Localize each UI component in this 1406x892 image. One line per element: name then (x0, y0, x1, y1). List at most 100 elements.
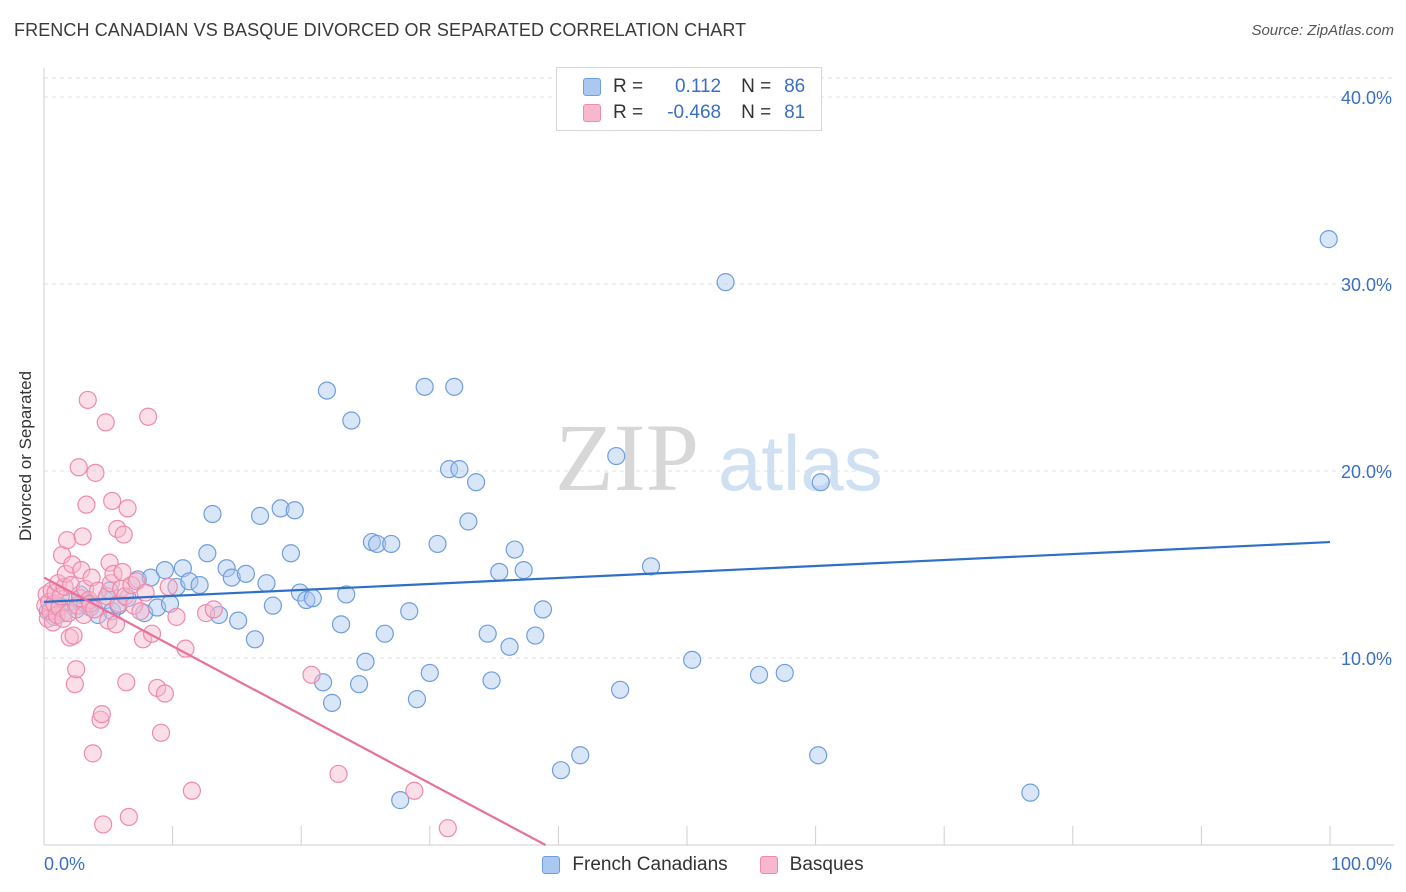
data-point (204, 600, 223, 619)
stats-legend: R = 0.112 N = 86 R = -0.468 N = 81 (556, 67, 822, 131)
data-point (229, 611, 248, 630)
source-label: Source: ZipAtlas.com (1251, 22, 1394, 39)
data-point (1319, 230, 1338, 249)
data-point (349, 675, 369, 694)
data-point (407, 690, 427, 709)
y-axis-label: Divorced or Separated (16, 370, 35, 542)
data-point (250, 506, 270, 525)
trend-line-basque (43, 576, 547, 846)
data-point (63, 555, 82, 574)
y-tick-label: 40.0% (1341, 88, 1392, 108)
legend-n-value: 81 (784, 102, 806, 123)
data-point (482, 671, 501, 690)
legend-n-label: N = (741, 76, 772, 97)
data-point (56, 564, 75, 583)
data-point (1021, 783, 1040, 802)
x-tick-label-start: 0.0% (44, 854, 85, 874)
data-point (263, 596, 283, 615)
data-point (749, 665, 769, 684)
y-tick-label: 20.0% (1341, 462, 1392, 482)
chart-title: FRENCH CANADIAN VS BASQUE DIVORCED OR SE… (14, 20, 747, 40)
data-point (180, 572, 199, 591)
data-point (117, 673, 136, 692)
legend-r-label: R = (613, 76, 644, 97)
data-point (167, 607, 186, 626)
data-point (118, 499, 137, 518)
data-point (173, 559, 192, 578)
data-point (203, 504, 222, 524)
data-point (155, 561, 174, 580)
data-point (439, 460, 459, 479)
data-point (104, 564, 123, 583)
data-point (139, 407, 158, 426)
data-point (405, 781, 424, 800)
data-point (285, 501, 304, 520)
data-point (198, 544, 217, 563)
data-point (571, 746, 590, 765)
data-point (222, 568, 241, 587)
data-point (716, 273, 735, 292)
data-point (217, 559, 236, 578)
y-tick-label: 10.0% (1341, 649, 1392, 669)
data-point (811, 473, 830, 492)
data-point (400, 602, 419, 621)
data-point (131, 602, 150, 621)
legend-item-basque: Basques (759, 854, 864, 876)
data-point (459, 512, 478, 531)
data-point (317, 381, 337, 400)
data-point (415, 377, 434, 396)
data-point (420, 663, 439, 683)
data-point (450, 460, 469, 479)
trend-lines (43, 540, 1331, 846)
data-point (490, 562, 509, 582)
data-point (91, 710, 110, 729)
data-point (514, 561, 533, 580)
data-point (92, 704, 111, 724)
data-point (331, 615, 351, 634)
data-point (466, 473, 486, 492)
data-point (69, 458, 88, 477)
data-point (236, 564, 256, 583)
data-point (257, 574, 276, 593)
data-point (428, 534, 447, 554)
tick-labels: 10.0% 20.0% 30.0% 40.0% 0.0% 100.0% (44, 88, 1392, 874)
legend-r-value: -0.468 (667, 102, 722, 123)
legend-label-basque: Basques (789, 854, 864, 875)
data-point (322, 693, 342, 712)
legend-swatch-basque (583, 104, 601, 122)
data-point (367, 534, 387, 554)
data-point (72, 561, 91, 580)
data-point (611, 680, 630, 699)
legend-r-label: R = (613, 102, 644, 123)
data-point (478, 624, 497, 643)
data-point (281, 544, 301, 563)
data-point (271, 499, 290, 518)
legend-swatch-basque (759, 856, 778, 874)
data-point (641, 557, 661, 576)
data-point (73, 527, 92, 546)
data-point (356, 652, 375, 671)
data-point (77, 495, 96, 514)
data-point (391, 791, 410, 810)
data-point (151, 723, 171, 742)
trend-line-french (43, 540, 1331, 603)
data-point (64, 626, 83, 645)
data-point (375, 624, 394, 643)
data-point (438, 819, 457, 838)
data-point (155, 684, 174, 703)
data-point (500, 637, 519, 656)
legend-item-french: French Canadians (542, 854, 728, 876)
data-point (337, 585, 356, 604)
legend-row-french: R = 0.112 N = 86 (583, 74, 805, 100)
data-point (551, 761, 571, 780)
data-point (533, 600, 553, 619)
data-point (113, 562, 132, 582)
data-point (683, 650, 702, 669)
data-point (302, 665, 321, 684)
data-point (86, 463, 105, 482)
data-point (303, 589, 322, 608)
legend-swatch-french (542, 856, 561, 874)
data-point (67, 660, 86, 679)
watermark: ZIP atlas (555, 404, 883, 511)
